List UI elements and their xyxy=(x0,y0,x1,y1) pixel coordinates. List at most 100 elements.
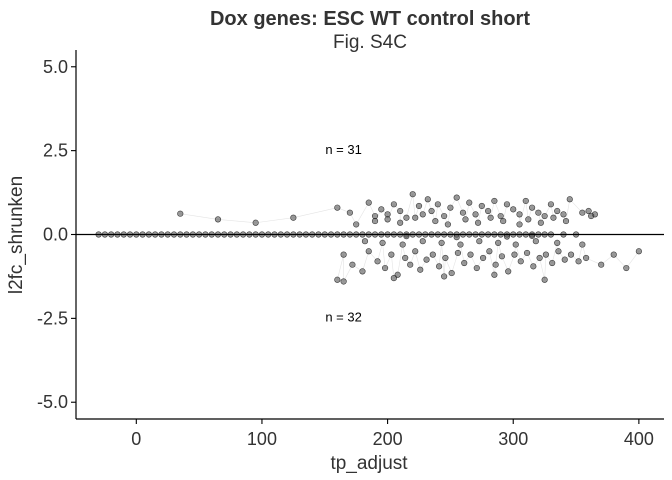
trend-line-segment xyxy=(525,200,529,220)
data-point xyxy=(390,201,397,208)
trend-line-segment xyxy=(255,217,294,224)
data-point xyxy=(495,239,502,246)
data-point xyxy=(432,217,439,225)
count-annotation: n = 32 xyxy=(325,310,362,325)
data-point xyxy=(517,258,524,265)
data-point xyxy=(516,211,523,218)
data-point xyxy=(491,271,498,278)
x-tick-label: 200 xyxy=(373,429,403,449)
data-point xyxy=(541,212,548,220)
data-point xyxy=(429,251,436,258)
x-axis-label: tp_adjust xyxy=(330,453,408,474)
trend-line-segment xyxy=(180,213,219,220)
data-point xyxy=(598,261,605,268)
data-point xyxy=(472,211,479,218)
data-point xyxy=(635,248,642,255)
data-point xyxy=(585,207,592,215)
data-point xyxy=(424,196,431,203)
data-point xyxy=(378,206,385,213)
data-point xyxy=(498,253,506,260)
data-point xyxy=(423,256,430,263)
data-point xyxy=(340,251,347,258)
data-point xyxy=(397,207,404,215)
y-axis-label: l2fc_shrunken xyxy=(6,176,27,294)
data-point xyxy=(399,241,406,248)
data-point xyxy=(486,248,493,255)
data-point xyxy=(444,221,451,228)
data-point xyxy=(409,191,416,198)
data-point xyxy=(511,251,518,258)
data-point xyxy=(214,216,222,223)
data-point xyxy=(371,217,379,225)
data-point xyxy=(447,204,454,211)
data-point xyxy=(403,214,410,221)
data-point xyxy=(503,201,511,208)
trend-line-segment xyxy=(519,200,527,225)
data-point xyxy=(554,239,561,246)
data-point xyxy=(177,210,184,217)
data-point xyxy=(381,264,389,272)
count-annotation: n = 31 xyxy=(325,142,362,157)
data-point xyxy=(349,261,356,268)
data-point xyxy=(441,212,448,220)
trend-line-segment xyxy=(293,207,338,219)
data-point xyxy=(436,263,443,270)
data-point xyxy=(560,211,567,218)
data-point xyxy=(467,251,474,258)
chart-subtitle: Fig. S4C xyxy=(333,32,407,53)
data-point xyxy=(334,204,341,211)
annotations: n = 31 n = 32 xyxy=(325,142,362,325)
trend-line-segment xyxy=(382,242,386,269)
data-point xyxy=(491,197,498,205)
trend-line-segment xyxy=(626,251,640,269)
data-point xyxy=(497,212,504,220)
data-point xyxy=(412,214,419,221)
data-point xyxy=(365,199,372,206)
data-point xyxy=(588,212,595,220)
data-point xyxy=(541,276,548,283)
data-point xyxy=(442,254,449,262)
data-point xyxy=(419,211,426,218)
data-point xyxy=(428,207,435,215)
data-point xyxy=(579,209,586,216)
data-point xyxy=(567,251,575,258)
data-point xyxy=(536,254,543,262)
data-point xyxy=(402,254,409,262)
data-points xyxy=(95,191,642,285)
data-point xyxy=(448,269,455,277)
data-point xyxy=(374,258,381,265)
data-point xyxy=(453,234,460,241)
trend-line-segment xyxy=(438,242,442,267)
data-point xyxy=(457,241,464,248)
data-point xyxy=(453,194,460,201)
y-tick-label: 5.0 xyxy=(43,57,68,77)
data-point xyxy=(290,214,297,221)
data-point xyxy=(417,266,424,273)
x-tick-label: 0 xyxy=(131,429,141,449)
data-point xyxy=(384,216,391,223)
data-point xyxy=(252,219,259,226)
data-point xyxy=(554,207,561,215)
y-axis-ticks: -5.0 -2.5 0.0 2.5 5.0 xyxy=(37,57,76,412)
data-point xyxy=(537,219,544,226)
data-point xyxy=(516,221,523,228)
trend-line-segment xyxy=(489,251,495,275)
data-point xyxy=(505,268,512,275)
data-point xyxy=(492,261,499,268)
data-point xyxy=(512,241,519,248)
data-point xyxy=(441,273,448,280)
x-tick-label: 100 xyxy=(247,429,277,449)
y-tick-label: 0.0 xyxy=(43,225,68,245)
data-point xyxy=(555,248,562,255)
data-point xyxy=(623,264,630,272)
data-point xyxy=(542,251,549,258)
data-point xyxy=(547,201,555,208)
trend-line-segment xyxy=(412,194,416,218)
trend-line-segment xyxy=(544,254,547,280)
trend-line-segment xyxy=(406,194,414,218)
data-point xyxy=(359,268,366,275)
data-point xyxy=(510,206,517,213)
trend-line-segment xyxy=(495,242,499,265)
data-point xyxy=(340,278,347,285)
x-axis-ticks: 0 100 200 300 400 xyxy=(131,419,654,449)
